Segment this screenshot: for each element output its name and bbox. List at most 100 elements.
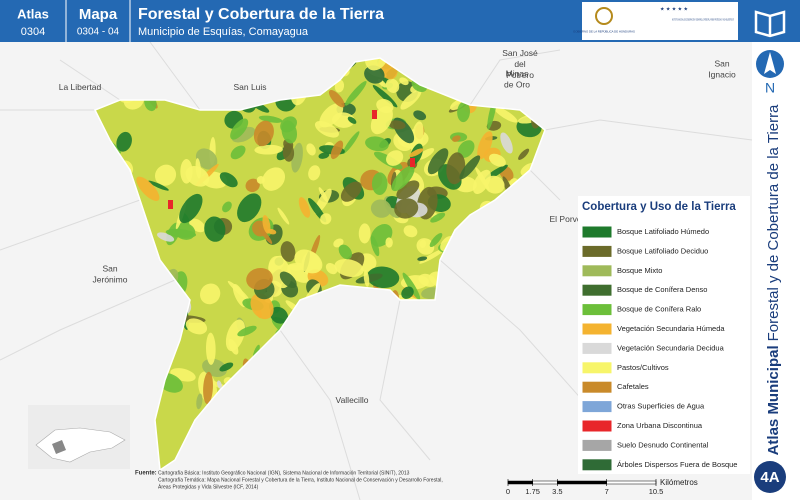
land-cover-patch <box>199 283 221 305</box>
land-cover-patch <box>328 89 345 108</box>
place-label: Vallecillo <box>336 395 369 405</box>
urban-patch <box>410 158 415 167</box>
land-cover-patch <box>203 371 213 405</box>
land-cover-patch <box>237 193 262 223</box>
legend-label: Vegetación Secundaria Húmeda <box>617 324 725 333</box>
map-code: 0304 - 04 <box>77 27 120 38</box>
scale-segment <box>532 480 558 485</box>
land-cover-patch <box>370 199 392 218</box>
legend-swatch <box>581 264 613 278</box>
north-arrow <box>764 52 776 74</box>
place-line: San José <box>502 48 538 58</box>
place-label: San José del Potrero <box>502 48 538 80</box>
sidebar <box>752 42 800 500</box>
legend-swatch <box>581 361 613 375</box>
land-cover-patch <box>402 272 421 300</box>
boundaries <box>0 41 753 500</box>
scale-unit: Kilómetros <box>660 478 698 487</box>
source: Fuente: Cartografía Básica: Instituto Geo… <box>135 470 443 490</box>
land-cover-patch <box>262 167 286 191</box>
legend-swatch <box>581 380 613 394</box>
land-cover-patch <box>262 215 271 234</box>
land-cover-patch <box>457 101 470 123</box>
subtitle: Municipio de Esquías, Comayagua <box>138 26 309 38</box>
land-cover-patch <box>366 266 400 289</box>
side-map-title: Forestal y de Cobertura de la Tierra <box>765 104 782 341</box>
place-line: Vallecillo <box>336 395 369 405</box>
urban-patch <box>168 200 173 209</box>
land-cover-patch <box>325 262 338 275</box>
land-cover-patch <box>282 143 295 162</box>
land-cover-patch <box>246 267 273 290</box>
place-line: San <box>714 59 729 69</box>
land-cover-patch <box>419 239 427 249</box>
legend-swatch <box>581 303 613 317</box>
inset-department <box>52 440 66 454</box>
land-cover-patch <box>385 78 400 93</box>
land-cover-patch <box>334 258 364 278</box>
scale-segment <box>507 480 533 485</box>
book-icon <box>754 10 786 38</box>
land-cover-patch <box>430 212 446 223</box>
land-cover-patch <box>518 148 530 160</box>
legend-label: Suelo Desnudo Continental <box>617 440 709 449</box>
land-cover-patch <box>217 380 222 389</box>
land-cover-patch <box>253 120 274 147</box>
legend-label: Árboles Dispersos Fuera de Bosque <box>617 460 737 469</box>
land-cover-patch <box>364 65 385 84</box>
land-cover-patch <box>306 143 316 156</box>
land-cover-patch <box>363 269 370 287</box>
scale-tick-label: 1.75 <box>525 487 540 496</box>
urban-patch <box>372 110 377 119</box>
land-cover-patch <box>338 244 353 260</box>
atlas-label: Atlas <box>17 6 49 21</box>
legend-swatch <box>581 438 613 452</box>
legend-swatch <box>581 400 613 414</box>
land-cover-patch <box>314 120 339 138</box>
land-cover-patch <box>372 85 398 108</box>
land-cover-patch <box>205 332 216 365</box>
land-cover-patch <box>417 148 435 160</box>
scale-segment <box>606 480 657 485</box>
legend-swatch <box>581 244 613 258</box>
land-cover-patch <box>277 207 290 225</box>
place-line: San <box>102 264 117 274</box>
land-cover-patch <box>319 103 344 128</box>
land-cover-patch <box>396 180 420 200</box>
legend: Bosque Latifoliado Húmedo Bosque Latifoli… <box>581 225 737 472</box>
land-cover-patch <box>358 223 371 244</box>
land-cover-patch <box>417 256 428 261</box>
badge: 4A <box>760 469 779 486</box>
legend-swatch <box>581 419 613 433</box>
source-label: Fuente: <box>135 471 157 477</box>
scale-segment <box>557 480 607 485</box>
land-cover-patch <box>165 228 197 238</box>
land-cover-patch <box>318 187 329 203</box>
legend-title: Cobertura y Uso de la Tierra <box>582 201 736 213</box>
place-label: San Luis <box>233 82 266 92</box>
land-cover-patch <box>429 232 443 248</box>
land-cover-patch <box>385 237 393 248</box>
legend-swatch <box>581 458 613 472</box>
land-cover-patch <box>330 140 344 160</box>
land-cover-patch <box>451 135 461 142</box>
land-cover-patch <box>489 153 506 167</box>
land-cover-patch <box>148 180 169 191</box>
land-cover-patch <box>136 176 160 202</box>
legend-label: Vegetación Secundaria Decidua <box>617 343 725 352</box>
land-cover-patch <box>418 273 437 287</box>
land-cover-patch <box>457 140 475 158</box>
logo-emblem <box>595 7 613 25</box>
land-cover-patch <box>228 338 239 355</box>
source-line: Cartografía Básica: Instituto Geográfico… <box>158 470 410 476</box>
source-line: Áreas Protegidas y Vida Silvestre (ICF, … <box>158 483 259 490</box>
place-line: El Porver <box>550 214 585 224</box>
land-cover-patch <box>332 112 355 128</box>
land-cover-patch <box>185 318 208 335</box>
land-cover-patch <box>344 80 367 106</box>
place-line: Ignacio <box>708 70 736 80</box>
place-label: San Jerónimo <box>93 264 128 285</box>
place-label: Minas de Oro <box>504 69 530 90</box>
legend-swatch <box>581 341 613 355</box>
